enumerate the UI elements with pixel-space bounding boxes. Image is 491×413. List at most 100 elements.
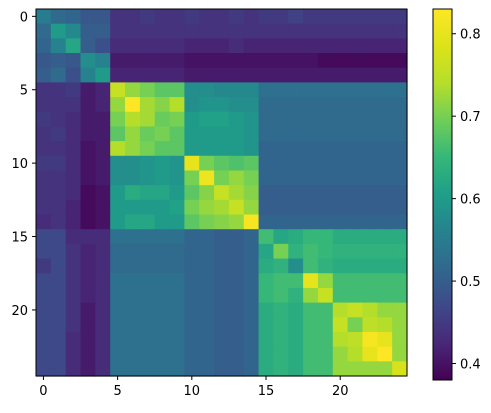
- heatmap-cell: [228, 82, 245, 98]
- heatmap-cell: [288, 185, 304, 201]
- heatmap-cell: [288, 67, 304, 83]
- heatmap-cell: [184, 346, 200, 362]
- heatmap-cell: [110, 82, 126, 98]
- heatmap-cell: [36, 126, 52, 142]
- y-tick-label: 0: [20, 10, 28, 25]
- heatmap-cell: [65, 346, 82, 362]
- heatmap-cell: [80, 38, 96, 54]
- heatmap-cell: [377, 97, 393, 113]
- heatmap-cell: [36, 287, 52, 304]
- heatmap-cell: [125, 185, 141, 201]
- heatmap-cell: [303, 111, 319, 128]
- heatmap-cell: [332, 302, 349, 318]
- heatmap-cell: [392, 331, 408, 348]
- heatmap-cell: [258, 331, 275, 348]
- heatmap-cell: [65, 302, 82, 318]
- heatmap-cell: [228, 273, 245, 289]
- heatmap-cell: [36, 258, 52, 274]
- y-axis: 0 5 10 15 20: [11, 10, 36, 319]
- heatmap-cell: [258, 287, 275, 304]
- heatmap-cell: [362, 141, 378, 157]
- heatmap-cell: [377, 38, 393, 54]
- heatmap-cell: [95, 185, 111, 201]
- heatmap-cell: [184, 317, 200, 333]
- heatmap-cell: [65, 126, 82, 142]
- heatmap-cell: [347, 258, 364, 274]
- heatmap-cell: [80, 214, 96, 230]
- heatmap-cell: [139, 141, 156, 157]
- heatmap-cell: [80, 9, 96, 25]
- heatmap-cell: [214, 302, 230, 318]
- heatmap-cell: [36, 67, 52, 83]
- heatmap-cell: [273, 331, 289, 348]
- heatmap-cell: [80, 155, 96, 172]
- heatmap-cell: [95, 199, 111, 216]
- heatmap-cell: [243, 346, 260, 362]
- heatmap-cell: [243, 243, 260, 260]
- heatmap-cell: [169, 38, 185, 54]
- heatmap-cell: [377, 302, 393, 318]
- heatmap-cell: [288, 155, 304, 172]
- heatmap-cell: [36, 331, 52, 348]
- heatmap-cell: [362, 53, 378, 69]
- heatmap-cell: [199, 214, 215, 230]
- heatmap-cell: [243, 53, 260, 69]
- heatmap-cell: [95, 229, 111, 245]
- heatmap-cell: [50, 155, 67, 172]
- heatmap-cell: [347, 23, 364, 39]
- heatmap-cell: [65, 82, 82, 98]
- heatmap-cell: [36, 243, 52, 260]
- heatmap-cell: [377, 23, 393, 39]
- heatmap-cell: [347, 141, 364, 157]
- heatmap-cell: [214, 67, 230, 83]
- heatmap-cell: [139, 23, 156, 39]
- heatmap-cell: [154, 302, 171, 318]
- heatmap-cell: [36, 82, 52, 98]
- heatmap-cell: [154, 111, 171, 128]
- heatmap-cell: [214, 82, 230, 98]
- heatmap-cell: [377, 331, 393, 348]
- heatmap-cell: [36, 9, 52, 25]
- heatmap-cell: [377, 82, 393, 98]
- heatmap-cell: [36, 199, 52, 216]
- heatmap-cell: [154, 243, 171, 260]
- heatmap-cell: [50, 38, 67, 54]
- heatmap-cell: [288, 111, 304, 128]
- heatmap-cell: [347, 185, 364, 201]
- heatmap-cell: [392, 214, 408, 230]
- heatmap-cell: [273, 82, 289, 98]
- heatmap-cell: [258, 155, 275, 172]
- heatmap-cell: [95, 302, 111, 318]
- heatmap-cell: [258, 199, 275, 216]
- heatmap-cell: [65, 229, 82, 245]
- heatmap-cell: [139, 111, 156, 128]
- heatmap-cell: [317, 38, 334, 54]
- heatmap-cell: [243, 9, 260, 25]
- heatmap-cell: [139, 67, 156, 83]
- heatmap-cell: [347, 346, 364, 362]
- heatmap-cell: [317, 199, 334, 216]
- heatmap-cell: [125, 97, 141, 113]
- heatmap-cell: [317, 317, 334, 333]
- heatmap-cell: [347, 38, 364, 54]
- heatmap-cell: [65, 243, 82, 260]
- heatmap-cell: [347, 199, 364, 216]
- heatmap-cell: [169, 331, 185, 348]
- heatmap-cell: [303, 170, 319, 186]
- heatmap-cell: [392, 111, 408, 128]
- heatmap-cell: [125, 258, 141, 274]
- heatmap-cell: [95, 361, 111, 377]
- heatmap-cell: [347, 155, 364, 172]
- heatmap-cell: [80, 67, 96, 83]
- heatmap-cell: [199, 346, 215, 362]
- heatmap-cell: [199, 23, 215, 39]
- heatmap-cell: [65, 67, 82, 83]
- heatmap-cell: [243, 38, 260, 54]
- heatmap-cell: [50, 258, 67, 274]
- heatmap-cell: [169, 346, 185, 362]
- heatmap-cell: [36, 273, 52, 289]
- heatmap-cell: [392, 185, 408, 201]
- heatmap-cell: [317, 229, 334, 245]
- heatmap-cell: [214, 23, 230, 39]
- heatmap-cell: [332, 287, 349, 304]
